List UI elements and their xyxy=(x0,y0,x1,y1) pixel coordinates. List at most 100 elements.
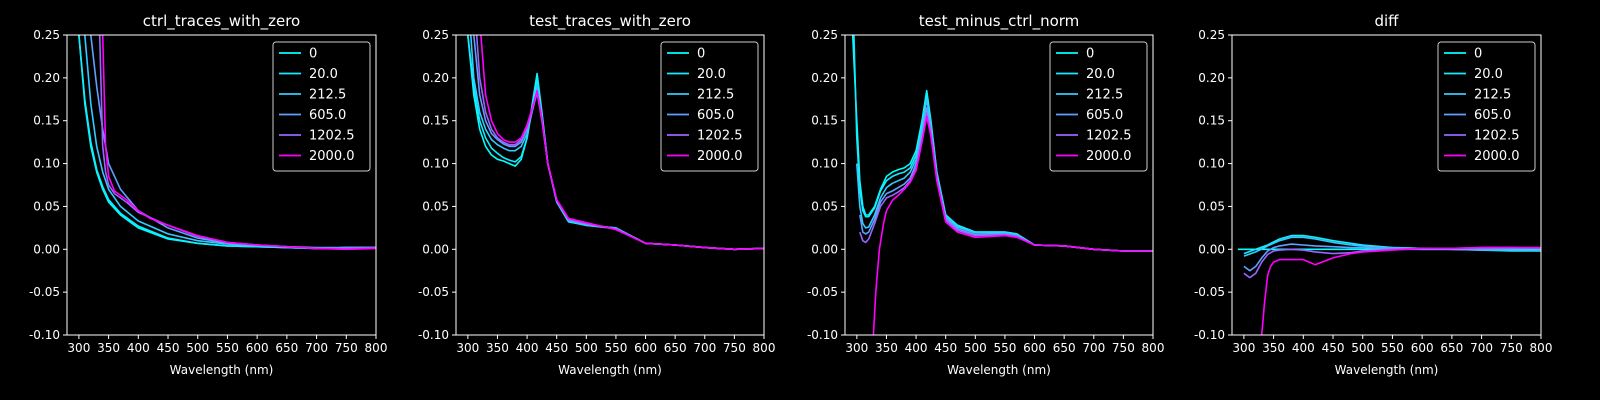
legend-label: 1202.5 xyxy=(1474,129,1520,144)
legend-label: 0 xyxy=(1086,47,1094,62)
x-tick-label: 600 xyxy=(634,341,657,355)
y-tick-label: 0.15 xyxy=(1198,114,1225,128)
y-tick-label: 0.05 xyxy=(1198,199,1225,213)
x-tick-label: 500 xyxy=(186,341,209,355)
x-axis-label: Wavelength (nm) xyxy=(947,363,1051,377)
x-tick-label: 500 xyxy=(575,341,598,355)
legend: 0 20.0 212.5 605.0 1202.5 2000.0 xyxy=(272,41,371,172)
y-tick-label: 0.00 xyxy=(422,242,449,256)
x-tick-label: 350 xyxy=(97,341,120,355)
legend-label: 2000.0 xyxy=(697,149,743,164)
legend-label: 605.0 xyxy=(1474,108,1511,123)
series-group xyxy=(1237,234,1541,335)
y-tick-label: 0.00 xyxy=(1198,242,1225,256)
y-tick-label: 0.10 xyxy=(33,157,60,171)
series-group xyxy=(78,35,376,251)
x-tick-label: 700 xyxy=(1470,341,1493,355)
y-tick-label: 0.00 xyxy=(811,242,838,256)
legend-label: 212.5 xyxy=(1086,88,1123,103)
x-tick-label: 350 xyxy=(486,341,509,355)
x-tick-label: 600 xyxy=(1023,341,1046,355)
y-tick-label: 0.25 xyxy=(811,28,838,42)
y-tick-label: 0.20 xyxy=(422,71,449,85)
x-tick-label: 350 xyxy=(1262,341,1285,355)
y-tick-label: -0.10 xyxy=(1194,328,1225,342)
legend-label: 2000.0 xyxy=(309,149,355,164)
legend-label: 0 xyxy=(1474,47,1482,62)
legend-label: 605.0 xyxy=(1086,108,1123,123)
y-tick-label: -0.10 xyxy=(418,328,449,342)
x-tick-label: 400 xyxy=(127,341,150,355)
y-tick-label: 0.15 xyxy=(811,114,838,128)
legend: 0 20.0 212.5 605.0 1202.5 2000.0 xyxy=(1049,41,1148,172)
chart-panel-3: diff 300 350 400 450 500 550 600 650 700 750 800 -0.… xyxy=(1194,12,1553,377)
series-group xyxy=(851,35,1153,335)
x-axis-label: Wavelength (nm) xyxy=(558,363,662,377)
x-tick-label: 550 xyxy=(1381,341,1404,355)
y-tick-label: 0.10 xyxy=(811,157,838,171)
y-tick-label: -0.05 xyxy=(418,285,449,299)
x-tick-label: 450 xyxy=(545,341,568,355)
x-tick-label: 650 xyxy=(1053,341,1076,355)
series-line-2000.0 xyxy=(480,35,764,251)
plot-frame xyxy=(455,34,765,336)
series-line-1202.5 xyxy=(1243,246,1541,279)
y-tick-label: -0.10 xyxy=(807,328,838,342)
x-tick-label: 400 xyxy=(905,341,928,355)
chart-title: test_minus_ctrl_norm xyxy=(919,12,1080,31)
y-tick-label: -0.05 xyxy=(807,285,838,299)
x-tick-label: 700 xyxy=(305,341,328,355)
legend-label: 0 xyxy=(697,47,705,62)
x-tick-label: 400 xyxy=(516,341,539,355)
y-tick-label: 0.20 xyxy=(811,71,838,85)
x-tick-label: 300 xyxy=(67,341,90,355)
x-tick-label: 750 xyxy=(723,341,746,355)
x-tick-label: 350 xyxy=(875,341,898,355)
x-tick-label: 450 xyxy=(934,341,957,355)
series-line-2000.0 xyxy=(872,115,1153,335)
x-tick-label: 400 xyxy=(1292,341,1315,355)
legend-label: 20.0 xyxy=(1474,67,1503,82)
x-tick-label: 300 xyxy=(456,341,479,355)
chart-panel-0: ctrl_traces_with_zero 300 350 400 450 500 550 6… xyxy=(29,12,388,377)
x-tick-label: 450 xyxy=(1322,341,1345,355)
y-tick-label: -0.10 xyxy=(29,328,60,342)
legend-label: 1202.5 xyxy=(309,129,355,144)
series-line-605.0 xyxy=(1243,243,1541,272)
x-axis-label: Wavelength (nm) xyxy=(170,363,274,377)
x-tick-label: 750 xyxy=(1500,341,1523,355)
legend-label: 212.5 xyxy=(309,88,346,103)
legend-label: 605.0 xyxy=(697,108,734,123)
x-tick-label: 600 xyxy=(246,341,269,355)
plot-frame xyxy=(1231,34,1542,336)
x-tick-label: 550 xyxy=(993,341,1016,355)
legend-label: 605.0 xyxy=(309,108,346,123)
legend-label: 212.5 xyxy=(697,88,734,103)
legend-label: 2000.0 xyxy=(1474,149,1520,164)
x-tick-label: 300 xyxy=(845,341,868,355)
x-tick-label: 800 xyxy=(753,341,776,355)
x-tick-label: 650 xyxy=(664,341,687,355)
legend-label: 1202.5 xyxy=(697,129,743,144)
y-tick-label: 0.10 xyxy=(1198,157,1225,171)
legend-label: 20.0 xyxy=(309,67,338,82)
legend-label: 20.0 xyxy=(1086,67,1115,82)
chart-title: ctrl_traces_with_zero xyxy=(143,12,300,31)
plot-frame xyxy=(844,34,1154,336)
y-tick-label: 0.15 xyxy=(422,114,449,128)
legend-label: 2000.0 xyxy=(1086,149,1132,164)
x-tick-label: 650 xyxy=(1440,341,1463,355)
x-tick-label: 550 xyxy=(604,341,627,355)
x-tick-label: 800 xyxy=(1142,341,1165,355)
legend-label: 20.0 xyxy=(697,67,726,82)
x-tick-label: 500 xyxy=(964,341,987,355)
x-tick-label: 800 xyxy=(365,341,388,355)
y-tick-label: 0.25 xyxy=(1198,28,1225,42)
y-tick-label: 0.05 xyxy=(33,199,60,213)
x-tick-label: 500 xyxy=(1351,341,1374,355)
x-tick-label: 300 xyxy=(1232,341,1255,355)
y-tick-label: 0.10 xyxy=(422,157,449,171)
series-line-2000.0 xyxy=(1260,246,1541,335)
y-tick-label: -0.05 xyxy=(29,285,60,299)
